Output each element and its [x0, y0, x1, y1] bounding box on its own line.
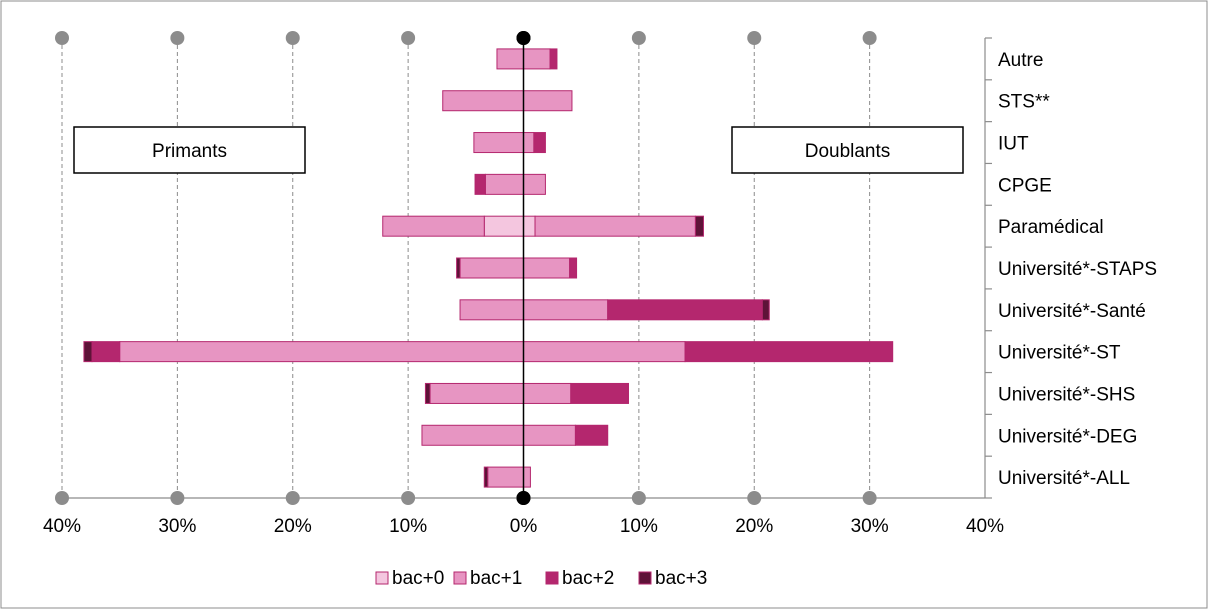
x-tick-label: 10%	[620, 516, 658, 537]
legend-swatch	[638, 571, 652, 585]
category-label: Université*-SHS	[998, 384, 1135, 405]
bar-doublants-bac-1	[523, 382, 572, 404]
bar-primants-bac-1	[429, 382, 525, 404]
bar-primants-bac-0	[483, 215, 524, 237]
legend: bac+0 bac+1 bac+2 bac+3	[375, 568, 707, 589]
category-label: IUT	[998, 134, 1029, 155]
axis-marker-zero	[516, 491, 531, 505]
category-label: Autre	[998, 50, 1043, 71]
x-tick-label: 10%	[389, 516, 427, 537]
bar-primants-bac-1	[459, 299, 525, 321]
category-label: Université*-STAPS	[998, 259, 1157, 280]
legend-label: bac+1	[470, 568, 522, 589]
axis-marker	[862, 31, 877, 45]
bar-primants-bac-1	[484, 173, 524, 195]
bar-primants-bac-3	[456, 257, 461, 279]
bar-primants-bac-1	[473, 132, 525, 154]
bar-primants-bac-2	[474, 173, 486, 195]
bar-primants-bac-1	[119, 341, 524, 363]
bar-primants-bac-3	[83, 341, 93, 363]
axis-marker	[285, 31, 300, 45]
x-tick-label: 0%	[510, 516, 538, 537]
bar-primants-bac-3	[483, 466, 489, 488]
bar-doublants-bac-1	[523, 48, 551, 70]
bar-doublants-bac-2	[684, 341, 894, 363]
x-tick-label: 30%	[158, 516, 196, 537]
x-tick-labels: 40% 30% 20% 10% 0% 10% 20% 30% 40%	[43, 516, 1004, 537]
axis-marker	[170, 31, 185, 45]
bar-doublants-bac-1	[534, 215, 696, 237]
category-label: STS**	[998, 92, 1050, 113]
category-label: Université*-DEG	[998, 426, 1137, 447]
bar-doublants-bac-2	[569, 257, 578, 279]
bar-primants-bac-1	[382, 215, 485, 237]
legend-swatch	[453, 571, 467, 585]
bar-primants-bac-1	[459, 257, 525, 279]
bar-doublants-bac-1	[523, 299, 609, 321]
bar-doublants-bac-2	[570, 382, 629, 404]
annotation-primants-box	[73, 126, 306, 174]
bar-doublants-bac-2	[574, 424, 609, 446]
legend-label: bac+3	[655, 568, 707, 589]
annotation-doublants-label: Doublants	[805, 141, 891, 162]
category-labels: Autre STS** IUT CPGE Paramédical Université*-…	[998, 50, 1157, 489]
legend-swatch	[545, 571, 559, 585]
bar-doublants-bac-1	[523, 466, 531, 488]
axis-marker	[747, 31, 762, 45]
category-label: Université*-Santé	[998, 301, 1146, 322]
bar-doublants-bac-2	[607, 299, 763, 321]
bar-doublants-bac-1	[523, 424, 576, 446]
annotation-doublants: Doublants	[731, 126, 964, 174]
bar-primants-bac-1	[487, 466, 525, 488]
bar-doublants-bac-1	[523, 173, 546, 195]
bar-doublants-bac-1	[523, 132, 535, 154]
bar-doublants-bac-1	[523, 341, 686, 363]
bar-doublants-bac-2	[533, 132, 546, 154]
axis-marker-zero	[516, 31, 531, 45]
axes	[62, 31, 992, 505]
bars	[83, 48, 894, 488]
bar-primants-bac-3	[424, 382, 431, 404]
bar-primants-bac-1	[442, 90, 524, 112]
category-label: Paramédical	[998, 217, 1104, 238]
bar-doublants-bac-1	[523, 257, 571, 279]
bar-doublants-bac-2	[549, 48, 558, 70]
category-label: Université*-ST	[998, 343, 1121, 364]
x-tick-label: 40%	[966, 516, 1004, 537]
axis-marker	[631, 31, 646, 45]
category-label: Université*-ALL	[998, 468, 1130, 489]
axis-marker	[55, 31, 69, 45]
legend-label: bac+0	[392, 568, 444, 589]
x-tick-label: 20%	[735, 516, 773, 537]
axis-marker	[401, 31, 416, 45]
bar-doublants-bac-3	[694, 215, 704, 237]
bar-doublants-bac-3	[761, 299, 770, 321]
category-label: CPGE	[998, 175, 1052, 196]
bar-doublants-bac-0	[523, 215, 536, 237]
bar-primants-bac-1	[421, 424, 524, 446]
legend-label: bac+2	[562, 568, 614, 589]
bar-primants-bac-2	[91, 341, 121, 363]
x-tick-label: 40%	[43, 516, 81, 537]
bar-primants-bac-1	[496, 48, 524, 70]
x-tick-label: 30%	[851, 516, 889, 537]
legend-swatch	[375, 571, 389, 585]
annotation-primants: Primants	[73, 126, 306, 174]
x-tick-label: 20%	[274, 516, 312, 537]
annotation-primants-label: Primants	[152, 141, 227, 162]
bar-doublants-bac-1	[523, 90, 573, 112]
annotation-doublants-box	[731, 126, 964, 174]
